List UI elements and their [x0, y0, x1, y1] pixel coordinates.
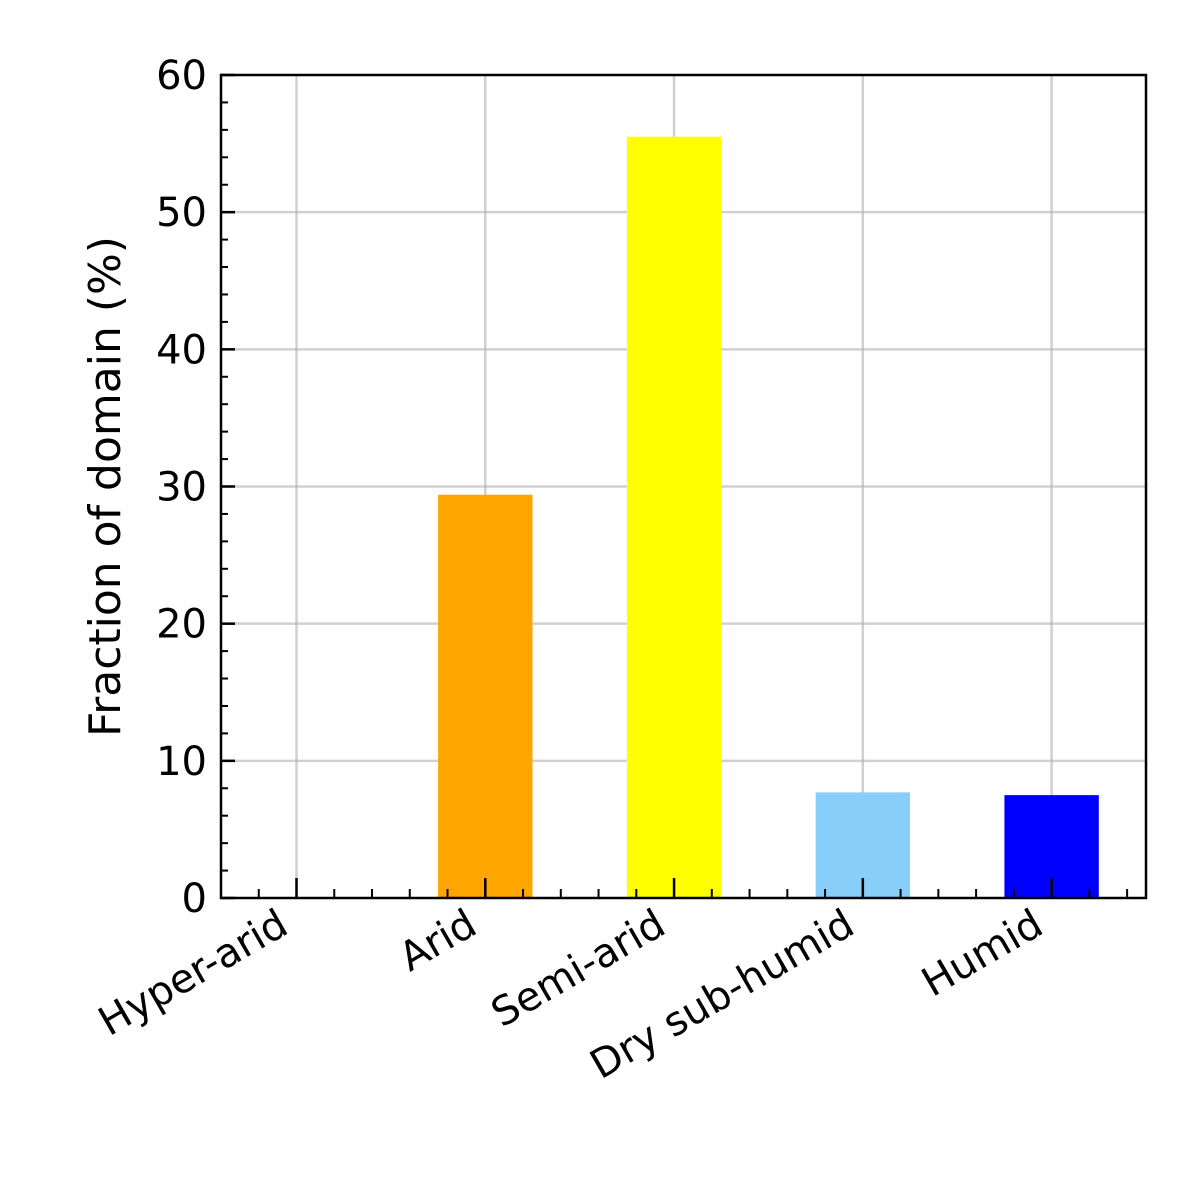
- y-tick-label: 20: [156, 602, 207, 648]
- bar-semi-arid: [626, 136, 722, 899]
- bar-arid: [438, 494, 533, 898]
- y-tick-label: 0: [182, 876, 207, 922]
- y-tick-label: 50: [156, 190, 207, 236]
- y-tick-label: 40: [156, 327, 207, 373]
- y-axis-title: Fraction of domain (%): [80, 236, 131, 737]
- x-tick-label: Arid: [392, 901, 485, 981]
- y-tick-label: 30: [156, 465, 207, 511]
- y-tick-labels: 0 10 20 30 40 50 60: [156, 53, 207, 922]
- bars: [438, 136, 1099, 899]
- y-tick-label: 60: [156, 53, 207, 99]
- plot-frame: [219, 73, 1148, 900]
- y-tick-label: 10: [156, 739, 207, 785]
- x-tick-label: Hyper-arid: [91, 901, 295, 1046]
- x-tick-label: Humid: [914, 901, 1050, 1006]
